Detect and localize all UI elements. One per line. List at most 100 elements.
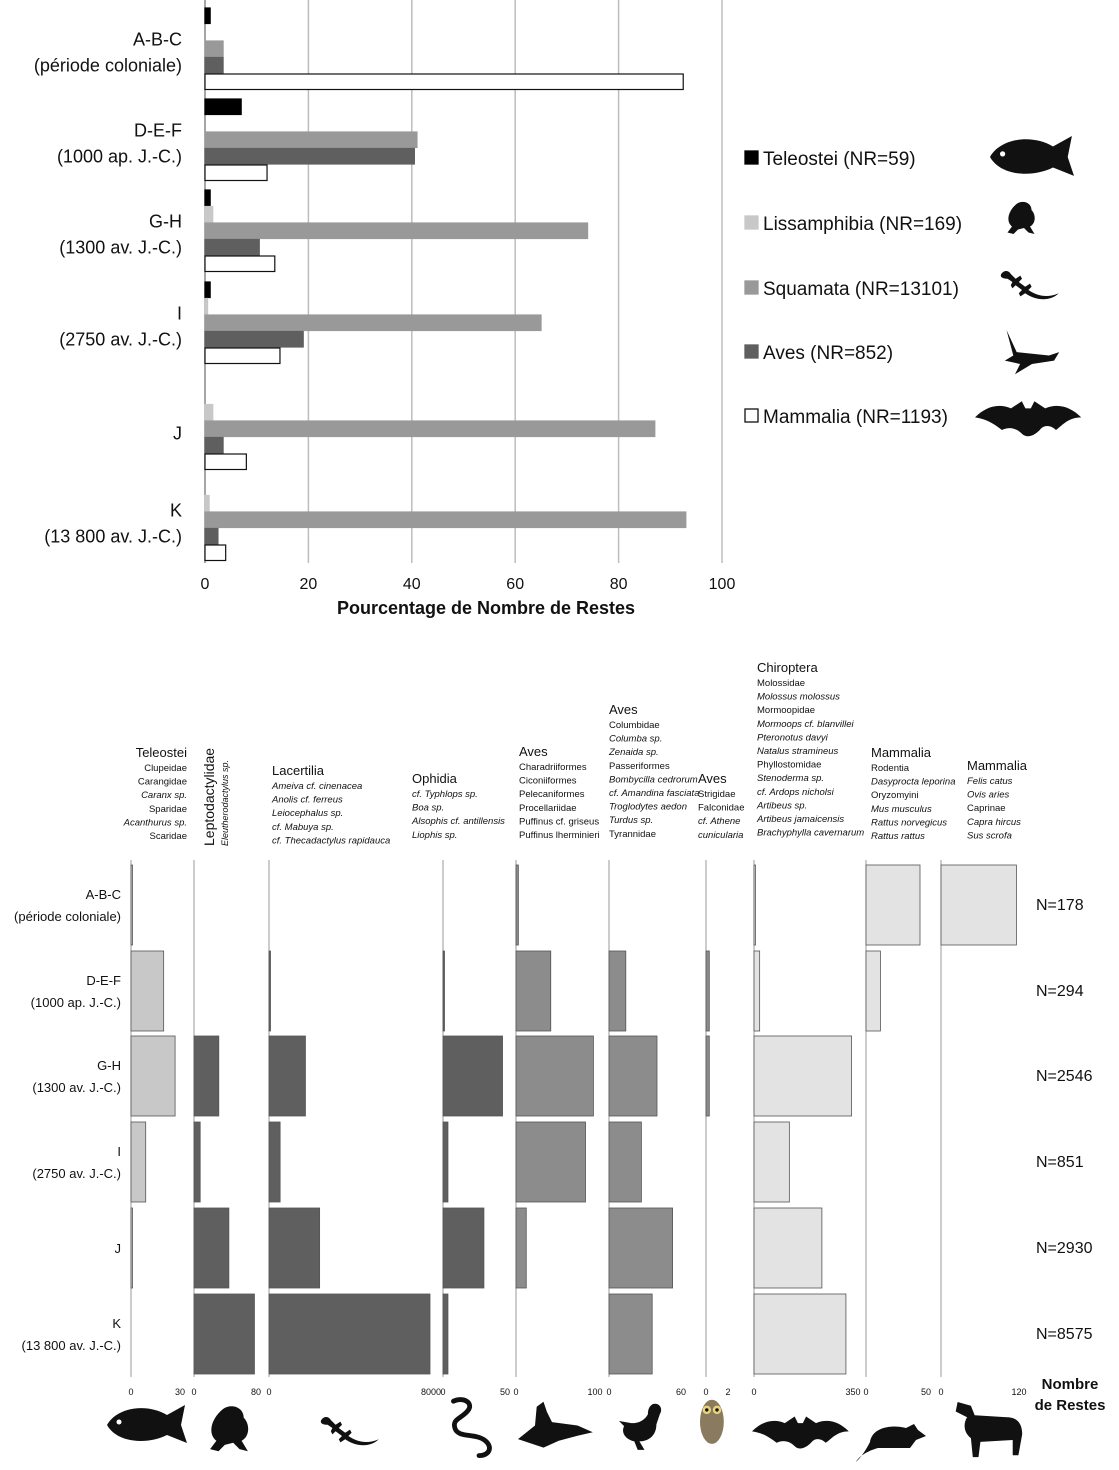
panel-taxon: Mormoopidae: [757, 705, 815, 716]
x-tick-min: 0: [128, 1387, 133, 1397]
bar: [204, 403, 214, 421]
bar: [204, 131, 418, 149]
bar: [515, 864, 519, 946]
bar: [442, 1293, 449, 1375]
bar: [608, 1207, 673, 1289]
top-chart: A-B-C (période coloniale) D-E-F (1000 ap. J…: [34, 0, 1082, 618]
legend-label: Squamata (NR=13101): [763, 279, 959, 300]
bar: [204, 544, 227, 562]
panel-taxon: Caprinae: [967, 803, 1006, 814]
bar: [515, 1035, 594, 1117]
frog-icon: [1007, 201, 1035, 234]
panel-taxon: Charadriiformes: [519, 762, 587, 773]
bar: [705, 950, 710, 1032]
panel-taxon: cf. Athene: [698, 816, 740, 827]
panel-taxon: Brachyphylla cavernarum: [757, 828, 864, 839]
x-tick-label: 80: [610, 576, 628, 593]
dog-body: [955, 1402, 1023, 1458]
bar: [130, 864, 133, 946]
bar: [204, 222, 589, 240]
bar: [204, 73, 684, 91]
row-period: (13 800 av. J.-C.): [22, 1338, 121, 1353]
panel-title: Aves: [698, 771, 727, 786]
snake-body: [451, 1397, 492, 1459]
frog-body: [1007, 201, 1035, 234]
bar: [204, 98, 242, 116]
panel-taxon: Molossus molossus: [757, 692, 840, 703]
panel-taxon: Clupeidae: [144, 763, 187, 774]
bar: [753, 1207, 823, 1289]
bar: [268, 1035, 306, 1117]
panel-taxon: Natalus stramineus: [757, 746, 839, 757]
bar: [442, 1035, 503, 1117]
row-label: D-E-F: [86, 973, 121, 988]
panel-taxon: Tyrannidae: [609, 829, 656, 840]
panel-taxon: Leiocephalus sp.: [272, 808, 343, 819]
rat-icon: [856, 1424, 926, 1462]
x-tick-label: 100: [709, 576, 736, 593]
x-tick-max: 120: [1011, 1387, 1026, 1397]
bar: [130, 950, 165, 1032]
bar: [442, 1207, 485, 1289]
panel-taxon: Passeriformes: [609, 761, 670, 772]
fish-icon: [107, 1405, 187, 1443]
panel-taxon: Scaridae: [150, 831, 188, 842]
legend-label: Mammalia (NR=1193): [763, 407, 948, 428]
x-tick-label: 20: [300, 576, 318, 593]
bar: [705, 1035, 710, 1117]
panel-taxon: Turdus sp.: [609, 815, 653, 826]
x-tick-label: 40: [403, 576, 421, 593]
panel-taxon: Acanthurus sp.: [123, 817, 187, 828]
duck-body: [619, 1403, 662, 1450]
bat-icon: [752, 1416, 849, 1449]
row-period: (1000 ap. J.-C.): [31, 995, 121, 1010]
category-label: I: [177, 303, 182, 323]
bar: [193, 1121, 201, 1203]
legend-label: Teleostei (NR=59): [763, 149, 916, 170]
x-tick-min: 0: [751, 1387, 756, 1397]
panel-taxon: Capra hircus: [967, 817, 1021, 828]
panel-taxon: Ameiva cf. cinenacea: [271, 781, 362, 792]
panel-taxon: Felis catus: [967, 776, 1013, 787]
x-tick-min: 0: [440, 1387, 445, 1397]
bar: [268, 1121, 281, 1203]
row-total: N=8575: [1036, 1326, 1093, 1343]
lizard-icon: [1000, 270, 1059, 300]
bar: [608, 950, 627, 1032]
panel-taxon: Alsophis cf. antillensis: [411, 816, 505, 827]
bar: [608, 1035, 658, 1117]
panel-taxon: cf. Amandina fasciata: [609, 788, 699, 799]
lizard-icon: [320, 1416, 379, 1446]
panel-taxon: Puffinus lherminieri: [519, 830, 600, 841]
legend-swatch: [744, 280, 759, 295]
bar: [753, 950, 761, 1032]
row-period: (1300 av. J.-C.): [32, 1080, 121, 1095]
panel-taxon: Puffinus cf. griseus: [519, 816, 599, 827]
panel-taxon: Carangidae: [138, 777, 187, 788]
category-period: (13 800 av. J.-C.): [44, 526, 182, 546]
panel-taxon: Procellariidae: [519, 803, 577, 814]
panel-taxon: Ovis aries: [967, 790, 1009, 801]
frog-icon: [210, 1406, 249, 1452]
owl-pupil-left: [705, 1408, 709, 1412]
bar: [204, 238, 260, 256]
bar: [204, 189, 211, 207]
category-label: A-B-C: [133, 29, 182, 49]
category-period: (1000 ap. J.-C.): [57, 146, 182, 166]
row-label: I: [117, 1144, 121, 1159]
legend-label: Lissamphibia (NR=169): [763, 214, 962, 235]
panel-taxon: Stenoderma sp.: [757, 773, 824, 784]
category-period: (période coloniale): [34, 55, 182, 75]
frog-body: [210, 1406, 249, 1452]
rat-body: [856, 1424, 926, 1462]
panel-taxon: Molossidae: [757, 678, 805, 689]
panel-taxon: Ciconiiformes: [519, 776, 577, 787]
bar: [940, 864, 1017, 946]
row-total: N=851: [1036, 1154, 1084, 1171]
bat-body: [752, 1416, 849, 1449]
panel-taxon: Troglodytes aedon: [609, 802, 687, 813]
panel-taxon: Mormoops cf. blanvillei: [757, 719, 855, 730]
row-label: J: [115, 1241, 122, 1256]
panel-taxon: Zenaida sp.: [608, 747, 659, 758]
row-total: N=2546: [1036, 1068, 1093, 1085]
